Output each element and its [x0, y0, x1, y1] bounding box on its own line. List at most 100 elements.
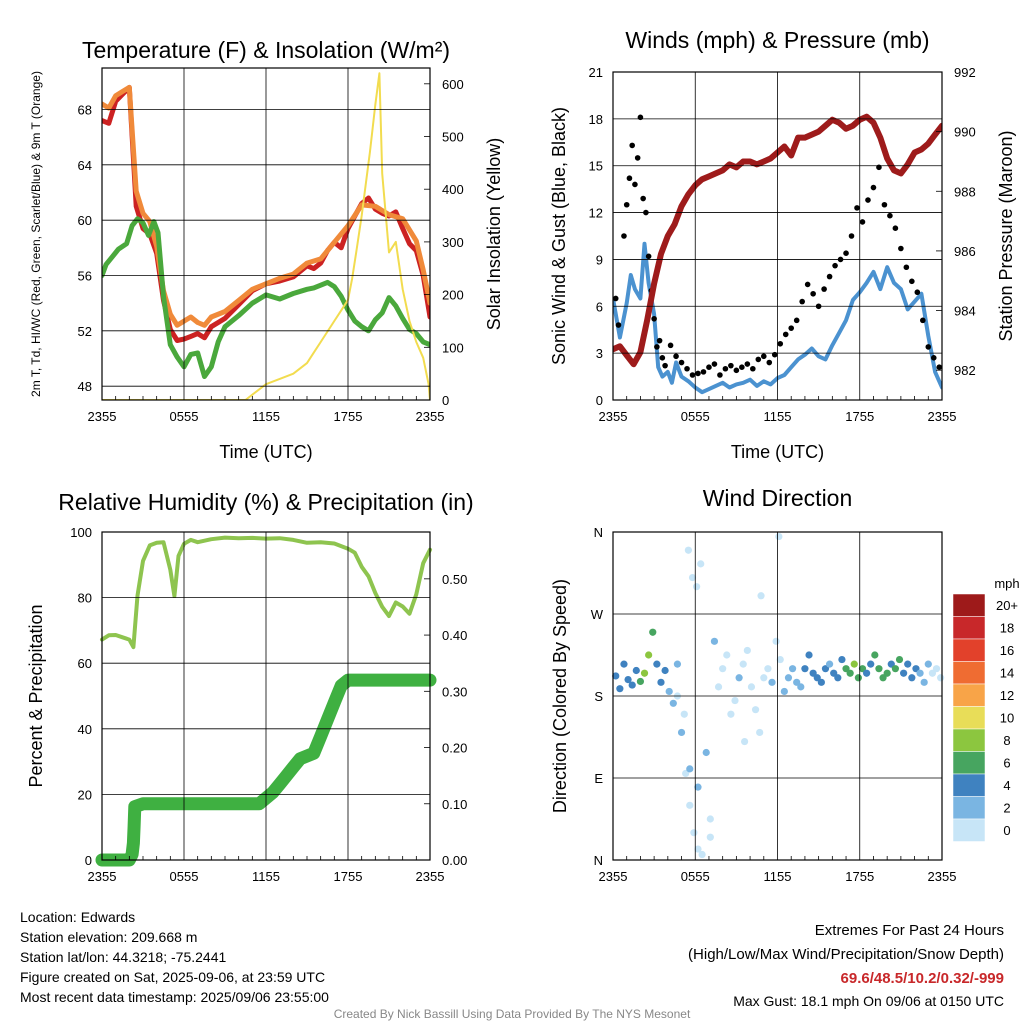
direction-point	[741, 737, 749, 746]
direction-point	[645, 651, 653, 659]
direction-point	[731, 696, 739, 705]
gust-point	[848, 233, 855, 239]
direction-point	[616, 685, 624, 693]
x-tick-label: 0555	[170, 409, 199, 424]
x-tick-label: 2355	[599, 869, 628, 884]
speed-color-legend: mph 20+ 18 16 14 12 10 8 6 4 2 0	[952, 576, 1020, 842]
direction-point	[920, 678, 928, 686]
gust-point	[711, 361, 718, 367]
gust-point	[777, 340, 784, 347]
direction-point	[805, 651, 813, 659]
y-tick-label: 40	[78, 722, 92, 737]
direction-point	[688, 573, 697, 582]
x-tick-label: 2355	[416, 409, 445, 424]
latlon-text: Station lat/lon: 44.3218; -75.2441	[20, 949, 227, 965]
panel-title: Relative Humidity (%) & Precipitation (i…	[58, 489, 473, 515]
legend-swatch	[952, 616, 986, 640]
gust-point	[651, 315, 657, 322]
gust-point	[755, 356, 762, 363]
direction-points-group	[612, 532, 945, 859]
direction-point	[764, 665, 772, 673]
direction-point	[710, 637, 719, 645]
y-axis-label: Sonic Wind & Gust (Blue, Black)	[549, 107, 569, 365]
y-tick-label: 48	[78, 379, 92, 394]
direction-point	[908, 674, 916, 682]
y2-tick-label: 982	[954, 363, 976, 378]
direction-point	[838, 655, 846, 664]
plot-frame	[612, 71, 943, 401]
direction-point	[636, 677, 645, 686]
y2-tick-label: 300	[442, 235, 464, 250]
gust-point	[843, 250, 849, 256]
x-tick-label: 0555	[681, 869, 710, 884]
direction-point	[669, 699, 677, 707]
gust-point	[887, 212, 893, 219]
temperature-series-group	[102, 72, 430, 400]
gust-point	[793, 317, 800, 324]
direction-point	[694, 783, 702, 791]
legend-swatch	[952, 593, 986, 617]
direction-point	[801, 665, 809, 673]
legend-swatch	[952, 638, 986, 662]
direction-point	[756, 728, 764, 737]
plot-frame	[101, 67, 431, 401]
x-tick-label: 1155	[252, 869, 280, 884]
legend-swatch	[952, 751, 986, 775]
y2-axis-label: Station Pressure (Maroon)	[996, 130, 1016, 341]
y-tick-label: 0	[596, 393, 603, 408]
legend-label: 8	[1003, 733, 1010, 748]
x-axis-label: Time (UTC)	[731, 442, 824, 462]
y-tick-label: 9	[596, 252, 603, 267]
x-tick-label: 2355	[88, 409, 117, 424]
y2-tick-label: 0.00	[442, 853, 467, 868]
direction-point	[702, 748, 710, 757]
gust-point	[623, 201, 630, 208]
direction-point	[768, 678, 776, 686]
direction-point	[772, 637, 780, 645]
gust-point	[760, 353, 767, 360]
direction-point	[649, 628, 657, 636]
direction-point	[628, 681, 636, 689]
extremes-legend: (High/Low/Max Wind/Precipitation/Snow De…	[688, 946, 1004, 963]
elevation-text: Station elevation: 209.668 m	[20, 929, 198, 945]
station-info: Location: Edwards Station elevation: 209…	[20, 907, 329, 1007]
y2-tick-label: 992	[954, 65, 976, 80]
location-text: Location: Edwards	[20, 909, 136, 925]
legend-label: 18	[1000, 621, 1014, 636]
gust-point	[728, 362, 734, 369]
direction-point	[735, 674, 743, 682]
gust-point	[700, 369, 707, 375]
gust-point	[684, 365, 690, 372]
gust-point	[766, 359, 773, 366]
gust-point	[854, 205, 860, 211]
y2-tick-label: 0.10	[442, 797, 467, 812]
direction-point	[825, 660, 834, 668]
y-tick-label: 60	[78, 656, 92, 671]
y-tick-label: 0	[85, 853, 92, 868]
series-line-9m-t	[102, 84, 430, 328]
gust-point	[744, 361, 751, 367]
direction-point	[694, 845, 702, 853]
x-tick-label: 1155	[252, 409, 280, 424]
legend-swatch	[952, 796, 986, 820]
gust-point	[925, 344, 932, 350]
gust-point	[733, 367, 740, 374]
direction-point	[747, 683, 756, 691]
legend-label: 20+	[996, 598, 1018, 613]
gust-point	[930, 355, 937, 361]
y-tick-label: 3	[596, 346, 603, 361]
x-tick-label: 1755	[334, 409, 363, 424]
gust-point	[615, 322, 622, 328]
gust-point	[689, 372, 696, 378]
gust-point	[826, 273, 833, 280]
y-tick-label: 64	[78, 158, 92, 173]
gust-point	[717, 372, 723, 378]
series-line-precipitation	[95, 673, 437, 867]
gust-point	[629, 142, 635, 149]
y-tick-label: W	[591, 607, 604, 622]
extremes-values: 69.6/48.5/10.2/0.32/-999	[840, 970, 1004, 987]
gust-point	[914, 289, 921, 296]
direction-point	[624, 676, 632, 684]
gust-point	[788, 325, 795, 331]
